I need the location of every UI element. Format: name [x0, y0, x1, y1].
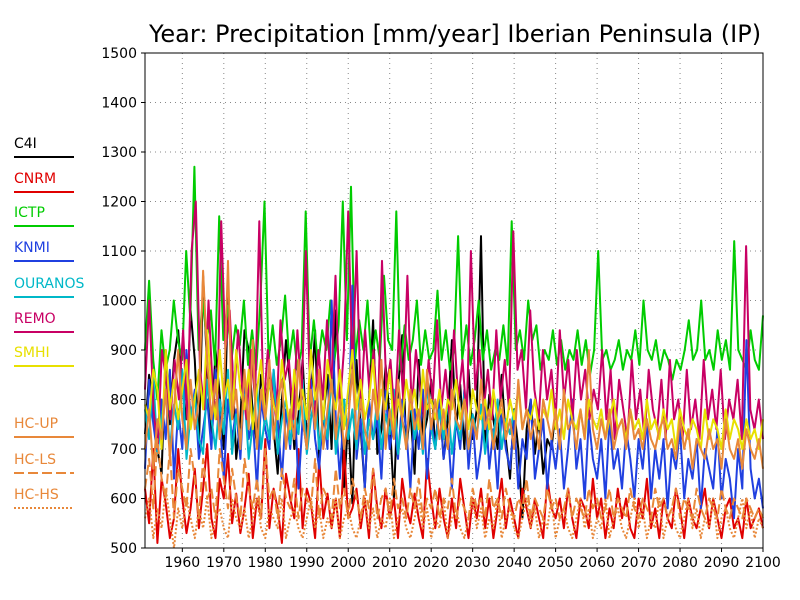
- x-tick-label: 2070: [621, 555, 657, 571]
- series-layer: [144, 165, 764, 549]
- series-line-remo: [144, 200, 764, 450]
- series-line-hc-hs: [144, 487, 764, 549]
- legend-label-hc-ls: HC-LS: [14, 452, 56, 468]
- x-axis: 1960 1970 1980 1990 2000 2010 2020 2030 2040 2050…: [165, 548, 781, 571]
- y-axis: 500 600 700 800 900 1000 1100 1200 1300 1400 1500: [101, 46, 145, 557]
- x-tick-label: 1990: [289, 555, 325, 571]
- chart-title: Year: Precipitation [mm/year] Iberian Pe…: [148, 20, 761, 48]
- legend-label-ouranos: OURANOS: [14, 276, 84, 292]
- legend-label-ictp: ICTP: [14, 205, 45, 221]
- y-tick-label: 800: [110, 393, 137, 409]
- series-line-hc-up: [144, 259, 764, 470]
- x-tick-label: 2020: [413, 555, 449, 571]
- y-tick-label: 1300: [101, 145, 137, 161]
- legend-label-knmi: KNMI: [14, 240, 50, 256]
- legend-label-smhi: SMHI: [14, 345, 50, 361]
- y-tick-label: 700: [110, 442, 137, 458]
- x-tick-label: 2040: [496, 555, 532, 571]
- legend-label-c4i: C4I: [14, 136, 37, 152]
- x-tick-label: 2010: [372, 555, 408, 571]
- x-tick-label: 2060: [579, 555, 615, 571]
- y-tick-label: 900: [110, 343, 137, 359]
- x-tick-label: 2080: [662, 555, 698, 571]
- legend: C4I CNRM ICTP KNMI OURANOS REMO SMHI HC-UP HC-LS…: [14, 136, 84, 509]
- y-tick-label: 1400: [101, 96, 137, 112]
- y-tick-label: 500: [110, 541, 137, 557]
- series-line-ouranos: [144, 368, 516, 460]
- y-tick-label: 1200: [101, 195, 137, 211]
- y-tick-label: 1100: [101, 244, 137, 260]
- x-tick-label: 1980: [247, 555, 283, 571]
- legend-label-remo: REMO: [14, 311, 56, 327]
- y-tick-label: 1500: [101, 46, 137, 62]
- y-tick-label: 1000: [101, 294, 137, 310]
- x-tick-label: 1960: [165, 555, 201, 571]
- x-tick-label: 2030: [455, 555, 491, 571]
- x-tick-label: 2050: [538, 555, 574, 571]
- x-tick-label: 1970: [206, 555, 242, 571]
- legend-label-cnrm: CNRM: [14, 171, 56, 187]
- series-line-smhi: [144, 329, 764, 450]
- x-tick-label: 2000: [330, 555, 366, 571]
- x-tick-label: 2100: [745, 555, 781, 571]
- x-tick-label: 2090: [704, 555, 740, 571]
- legend-label-hc-up: HC-UP: [14, 416, 58, 432]
- legend-label-hc-hs: HC-HS: [14, 487, 59, 503]
- y-tick-label: 600: [110, 492, 137, 508]
